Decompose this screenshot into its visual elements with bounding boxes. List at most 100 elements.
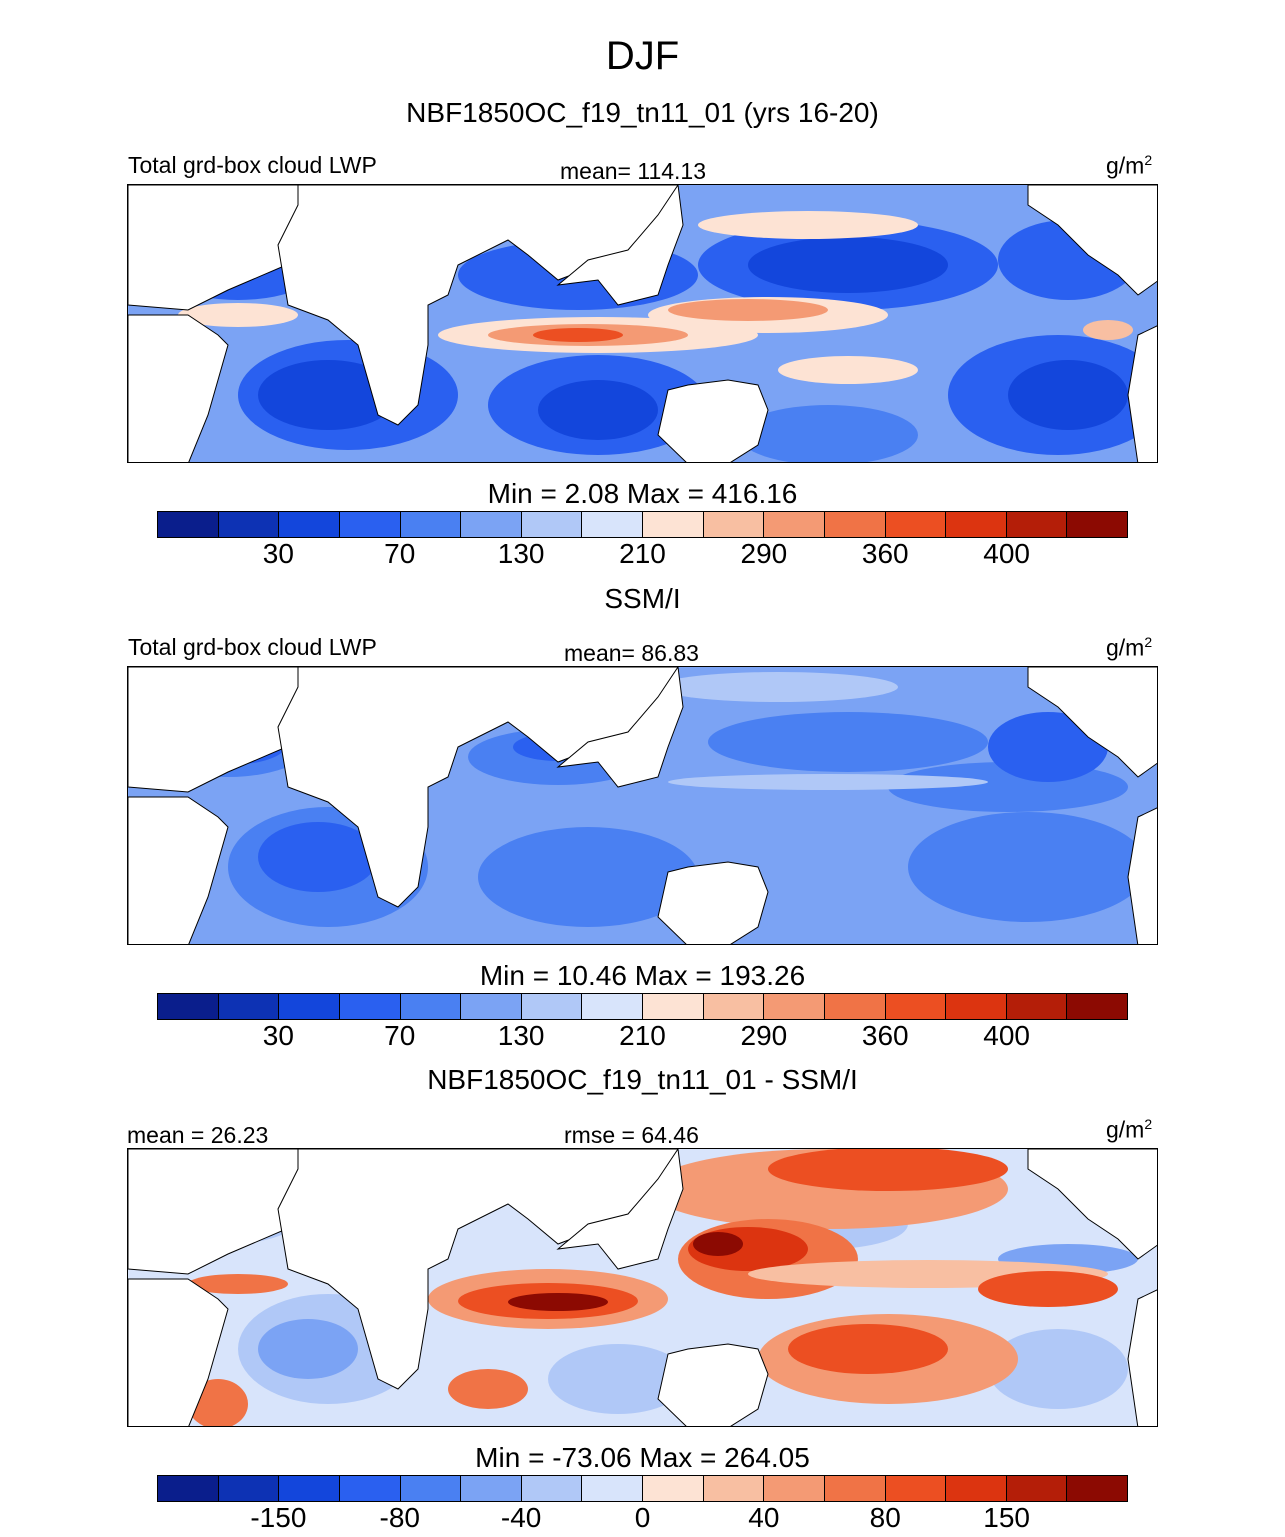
colorbar-tick-label: 30 bbox=[262, 538, 294, 569]
colorbar-segment bbox=[582, 1476, 643, 1501]
colorbar-tick-label: 290 bbox=[740, 1020, 788, 1051]
americas-landmass bbox=[1127, 325, 1157, 462]
field-blob bbox=[658, 672, 898, 702]
field-blob bbox=[698, 211, 918, 239]
colorbar-tick-label: 360 bbox=[861, 1020, 909, 1051]
landmass bbox=[128, 667, 299, 793]
field-blob bbox=[768, 1149, 1008, 1191]
field-blob bbox=[738, 405, 918, 462]
landmass bbox=[128, 1278, 229, 1426]
field-blob bbox=[988, 712, 1108, 782]
colorbar-segment bbox=[339, 994, 401, 1019]
field-blob bbox=[448, 1369, 528, 1409]
colorbar-tick-label: 400 bbox=[983, 1020, 1030, 1051]
colorbar-segment bbox=[1006, 994, 1068, 1019]
colorbar-segment bbox=[703, 512, 765, 537]
panel-2-left-label: Total grd-box cloud LWP bbox=[128, 634, 377, 660]
colorbar-tick-label: 290 bbox=[740, 538, 788, 569]
colorbar-tick-label: 130 bbox=[497, 1020, 545, 1051]
colorbar-segment bbox=[400, 512, 462, 537]
colorbar-segment bbox=[643, 994, 704, 1019]
colorbar-segment bbox=[158, 994, 219, 1019]
field-blob bbox=[708, 712, 988, 772]
colorbar-segment bbox=[824, 994, 886, 1019]
field-blob bbox=[908, 812, 1148, 922]
landmass bbox=[128, 1149, 299, 1275]
australia-landmass bbox=[657, 1343, 769, 1426]
panel-2-colorbar-ticks: 30 70 130 210 290 360 400 bbox=[0, 1020, 1285, 1060]
colorbar-segment bbox=[946, 994, 1007, 1019]
panel-2-mean-label: mean= 86.83 bbox=[564, 640, 699, 666]
field-blob bbox=[748, 237, 948, 293]
panel-3-colorbar-ticks: -150 -80 -40 0 40 80 150 bbox=[0, 1502, 1285, 1537]
colorbar-tick-label: 150 bbox=[983, 1502, 1030, 1533]
americas-landmass bbox=[1027, 1149, 1157, 1260]
panel-1-minmax: Min = 2.08 Max = 416.16 bbox=[487, 478, 798, 509]
colorbar-tick-label: 40 bbox=[748, 1502, 780, 1533]
colorbar-segment bbox=[461, 512, 522, 537]
field-blob bbox=[668, 774, 988, 790]
colorbar-segment bbox=[158, 512, 219, 537]
colorbar-segment bbox=[643, 1476, 704, 1501]
colorbar-tick-label: 70 bbox=[384, 1020, 416, 1051]
colorbar-tick-label: 210 bbox=[619, 1020, 666, 1051]
colorbar-segment bbox=[824, 512, 886, 537]
colorbar-segment bbox=[946, 1476, 1007, 1501]
colorbar-segment bbox=[1067, 512, 1127, 537]
colorbar-tick-label: 0 bbox=[634, 1502, 651, 1533]
colorbar-segment bbox=[1067, 994, 1127, 1019]
field-blob bbox=[1083, 320, 1133, 340]
figure-title: DJF bbox=[605, 34, 680, 78]
colorbar-tick-label: 360 bbox=[861, 538, 909, 569]
panel-3-colorbar bbox=[157, 1475, 1128, 1502]
panel-1-colorbar-ticks: 30 70 130 210 290 360 400 bbox=[0, 538, 1285, 578]
colorbar-segment bbox=[1006, 1476, 1068, 1501]
field-blob bbox=[693, 1232, 743, 1256]
colorbar-segment bbox=[885, 1476, 947, 1501]
panel-1-colorbar bbox=[157, 511, 1128, 538]
colorbar-segment bbox=[703, 1476, 765, 1501]
field-blob bbox=[1008, 360, 1128, 430]
colorbar-segment bbox=[1067, 1476, 1127, 1501]
field-blob bbox=[978, 1271, 1118, 1307]
colorbar-segment bbox=[521, 512, 583, 537]
colorbar-segment bbox=[218, 512, 280, 537]
americas-landmass bbox=[1027, 185, 1157, 296]
panel-2-colorbar bbox=[157, 993, 1128, 1020]
panel-1-mean-label: mean= 114.13 bbox=[560, 158, 706, 184]
colorbar-segment bbox=[400, 994, 462, 1019]
colorbar-segment bbox=[582, 512, 643, 537]
panel-1-units: g/m2 bbox=[1106, 152, 1153, 179]
panel-1-title: NBF1850OC_f19_tn11_01 (yrs 16-20) bbox=[406, 97, 879, 128]
field-blob bbox=[668, 299, 828, 321]
field-blob bbox=[778, 356, 918, 384]
field-blob bbox=[988, 1329, 1128, 1409]
colorbar-segment bbox=[764, 1476, 825, 1501]
field-blob bbox=[788, 1324, 948, 1374]
asia-landmass bbox=[556, 1149, 684, 1270]
colorbar-segment bbox=[461, 1476, 522, 1501]
asia-landmass bbox=[556, 667, 684, 788]
australia-landmass bbox=[657, 861, 769, 944]
colorbar-segment bbox=[400, 1476, 462, 1501]
colorbar-tick-label: 400 bbox=[983, 538, 1030, 569]
colorbar-segment bbox=[946, 512, 1007, 537]
panel-3-rmse-label: rmse = 64.46 bbox=[564, 1122, 699, 1148]
colorbar-tick-label: -80 bbox=[379, 1502, 420, 1533]
panel-3-title: NBF1850OC_f19_tn11_01 - SSM/I bbox=[427, 1064, 858, 1095]
colorbar-tick-label: 130 bbox=[497, 538, 545, 569]
colorbar-segment bbox=[764, 512, 825, 537]
colorbar-segment bbox=[158, 1476, 219, 1501]
field-blob bbox=[508, 1293, 608, 1311]
americas-landmass bbox=[1027, 667, 1157, 778]
field-blob bbox=[478, 827, 698, 927]
colorbar-tick-label: 30 bbox=[262, 1020, 294, 1051]
colorbar-segment bbox=[824, 1476, 886, 1501]
australia-landmass bbox=[657, 379, 769, 462]
field-blob bbox=[258, 822, 378, 892]
panel-3-map bbox=[127, 1148, 1158, 1427]
panel-3-mean-label: mean = 26.23 bbox=[127, 1122, 269, 1148]
asia-landmass bbox=[556, 185, 684, 306]
panel-1-left-label: Total grd-box cloud LWP bbox=[128, 152, 377, 178]
colorbar-segment bbox=[279, 1476, 340, 1501]
